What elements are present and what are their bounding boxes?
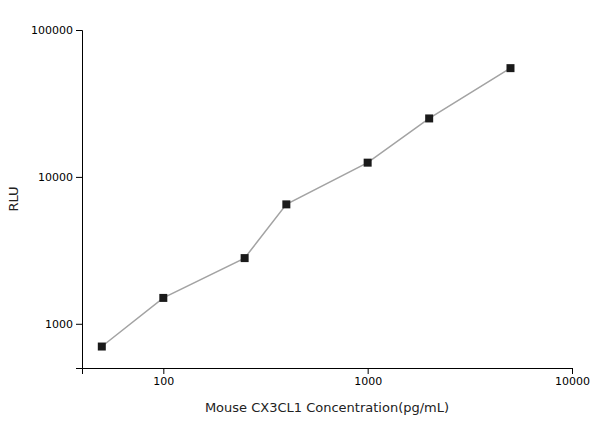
chart: 100 1000 10000 1000 10000 100000 Mouse CX3CL1 … (0, 0, 608, 426)
tick-mark (76, 324, 82, 325)
tick-label: 1000 (354, 375, 382, 388)
point (241, 254, 249, 262)
tick-label: 1000 (45, 318, 73, 331)
y-axis: 1000 10000 100000 (31, 24, 83, 368)
tick: 100 (153, 368, 174, 388)
tick-mark (76, 30, 82, 31)
tick-label: 10000 (555, 375, 590, 388)
tick-label: 10000 (38, 171, 73, 184)
point (98, 343, 106, 351)
tick-label: 100000 (31, 24, 73, 37)
tick: 10000 (38, 171, 82, 184)
tick: 1000 (45, 318, 82, 331)
x-axis: 100 1000 10000 (83, 368, 591, 388)
tick: 1000 (354, 368, 382, 388)
tick-mark (572, 368, 573, 374)
axis-line (83, 369, 573, 375)
point (506, 64, 514, 72)
series (98, 64, 515, 350)
tick-mark (368, 368, 369, 374)
plot-area: 100 1000 10000 1000 10000 100000 Mouse CX3CL1 … (6, 24, 590, 415)
point (364, 159, 372, 167)
tick: 100000 (31, 24, 82, 37)
tick-label: 100 (153, 375, 174, 388)
line (102, 68, 511, 346)
tick-mark (163, 368, 164, 374)
point (282, 200, 290, 208)
y-axis-title: RLU (6, 186, 21, 211)
tick-mark (76, 177, 82, 178)
x-axis-title: Mouse CX3CL1 Concentration(pg/mL) (205, 400, 449, 415)
axis-line (76, 31, 83, 369)
point (159, 294, 167, 302)
point (425, 114, 433, 122)
tick: 10000 (555, 368, 590, 388)
